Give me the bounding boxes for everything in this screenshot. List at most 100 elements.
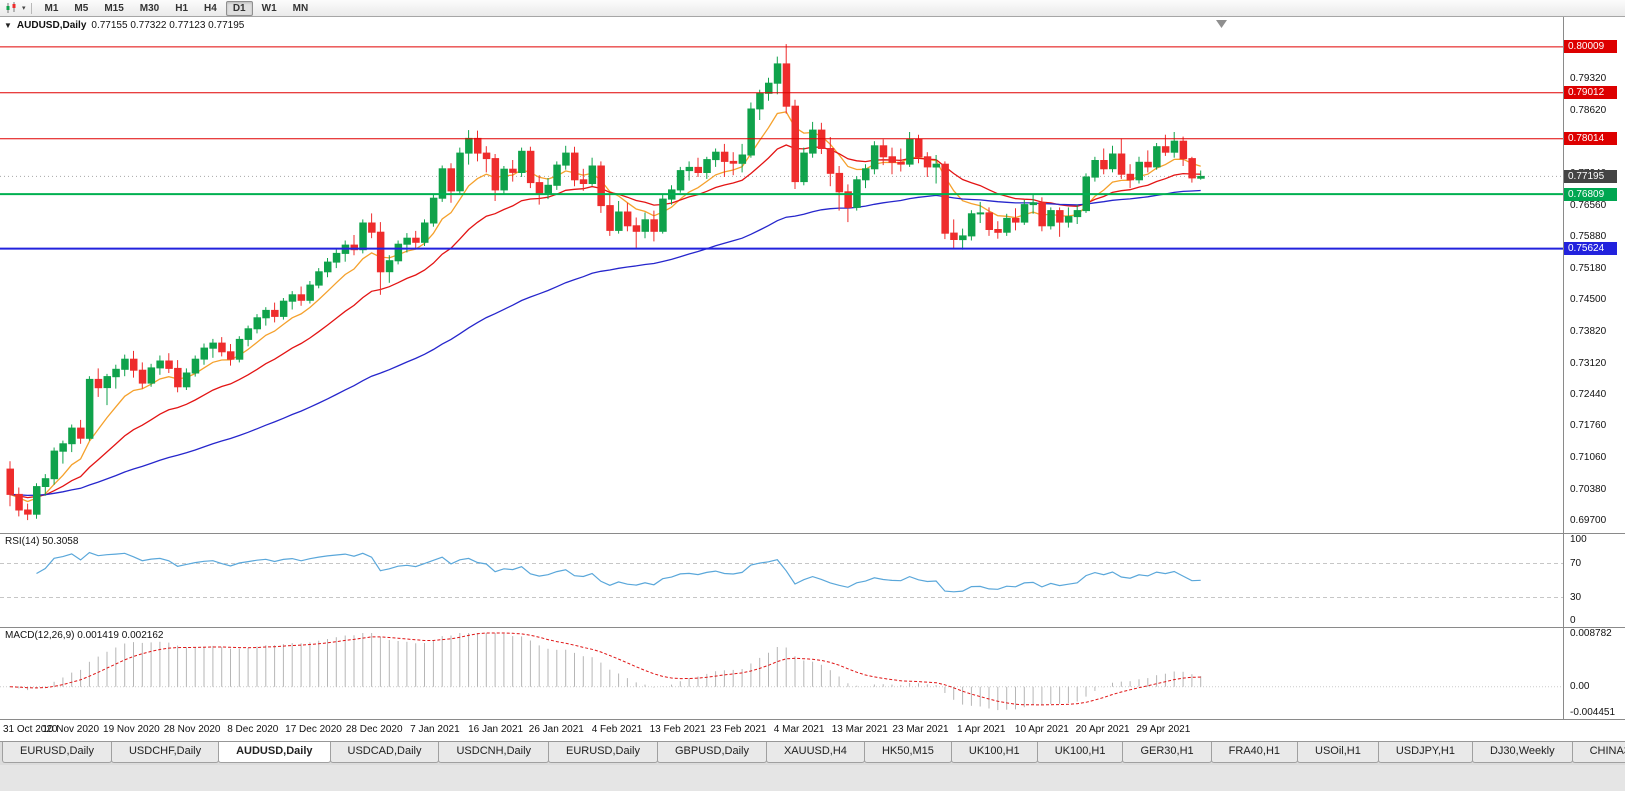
timeframe-button-mn[interactable]: MN: [292, 2, 309, 14]
date-label: 1 Apr 2021: [957, 724, 1006, 735]
tab-china300-h1[interactable]: CHINA300,H1: [1571, 742, 1625, 763]
rsi-chart[interactable]: [0, 534, 1563, 627]
tab-uk100-h1[interactable]: UK100,H1: [950, 742, 1038, 763]
price-tick: 0.72440: [1570, 389, 1607, 401]
date-label: 31 Oct 2020: [3, 724, 58, 735]
timeframe-button-h4[interactable]: H4: [204, 2, 217, 14]
date-label: 13 Feb 2021: [649, 724, 706, 735]
date-label: 10 Apr 2021: [1014, 724, 1069, 735]
price-axis-macd[interactable]: 0.008782 0.00 -0.004451: [1564, 628, 1625, 719]
symbol-tabbar: EURUSD,Daily USDCHF,Daily AUDUSD,Daily USDC…: [0, 741, 1625, 765]
tab-uk100-h1[interactable]: UK100,H1: [1036, 742, 1124, 763]
price-axis-column[interactable]: 0.793200.786200.779200.772400.765600.758…: [1563, 17, 1625, 719]
date-label: 23 Feb 2021: [710, 724, 767, 735]
top-toolbar: ▾ M1 M5 M15 M30 H1 H4 D1 W1 MN: [0, 0, 1625, 17]
timeframe-button-d1[interactable]: D1: [225, 0, 253, 16]
tab-usoil-h1[interactable]: USOil,H1: [1297, 742, 1379, 763]
price-badge-0.76809: 0.76809: [1564, 187, 1617, 201]
date-label: 26 Jan 2021: [528, 724, 584, 735]
macd-axis-label: -0.004451: [1570, 707, 1616, 718]
price-badge-0.78014: 0.78014: [1564, 132, 1617, 146]
date-label: 28 Dec 2020: [345, 724, 403, 735]
timeframe-button-m1[interactable]: M1: [44, 2, 59, 14]
price-tick: 0.74500: [1570, 294, 1607, 306]
tab-hk50-m15[interactable]: HK50,M15: [863, 742, 952, 763]
tab-ger30-h1[interactable]: GER30,H1: [1122, 742, 1212, 763]
panel-divider-rsi-macd[interactable]: [0, 627, 1625, 628]
macd-histogram: [18, 633, 1202, 711]
price-tick: 0.75880: [1570, 230, 1607, 242]
date-label: 28 Nov 2020: [163, 724, 221, 735]
tab-fra40-h1[interactable]: FRA40,H1: [1210, 742, 1299, 763]
date-label: 10 Nov 2020: [42, 724, 100, 735]
chart-title: ▼ AUDUSD,Daily 0.77155 0.77322 0.77123 0…: [4, 20, 244, 31]
tab-usdcnh-daily[interactable]: USDCNH,Daily: [438, 742, 550, 763]
price-tick: 0.70380: [1570, 483, 1607, 495]
candlestick-chart[interactable]: [0, 17, 1563, 533]
one-click-trading-icon[interactable]: ▼: [4, 20, 12, 30]
timeframe-button-w1[interactable]: W1: [261, 2, 277, 14]
tab-eurusd-daily[interactable]: EURUSD,Daily: [2, 742, 112, 763]
timeframe-button-m5[interactable]: M5: [74, 2, 89, 14]
tab-usdjpy-h1[interactable]: USDJPY,H1: [1377, 742, 1473, 763]
main-chart-panel[interactable]: ▼ AUDUSD,Daily 0.77155 0.77322 0.77123 0…: [0, 17, 1563, 533]
date-label: 7 Jan 2021: [410, 724, 460, 735]
date-label: 4 Feb 2021: [591, 724, 643, 735]
tab-audusd-daily[interactable]: AUDUSD,Daily: [218, 742, 331, 763]
macd-chart[interactable]: [0, 628, 1563, 719]
date-label: 16 Jan 2021: [468, 724, 524, 735]
price-tick: 0.76560: [1570, 199, 1607, 211]
bottom-strip: [0, 765, 1625, 791]
date-label: 19 Nov 2020: [103, 724, 160, 735]
rsi-axis-label: 30: [1570, 591, 1582, 603]
price-tick: 0.71760: [1570, 420, 1607, 432]
panel-divider-main-rsi[interactable]: [0, 533, 1625, 534]
price-badge-0.75624: 0.75624: [1564, 242, 1617, 256]
price-tick: 0.69700: [1570, 515, 1607, 527]
price-badge-0.77195: 0.77195: [1564, 169, 1617, 183]
macd-axis-label: 0.00: [1570, 680, 1590, 692]
tab-gbpusd-daily[interactable]: GBPUSD,Daily: [657, 742, 767, 763]
price-badge-0.79012: 0.79012: [1564, 86, 1617, 100]
timeframe-button-m15[interactable]: M15: [104, 2, 124, 14]
chart-shift-marker-icon[interactable]: [1216, 20, 1227, 28]
tab-usdcad-daily[interactable]: USDCAD,Daily: [329, 742, 440, 763]
tab-dj30-weekly[interactable]: DJ30,Weekly: [1471, 742, 1573, 763]
date-label: 4 Mar 2021: [773, 724, 825, 735]
rsi-line: [36, 551, 1201, 593]
timeframe-button-m30[interactable]: M30: [139, 2, 160, 14]
rsi-indicator-panel[interactable]: RSI(14) 50.3058: [0, 534, 1563, 627]
chart-window-icon[interactable]: [3, 1, 21, 16]
macd-signal-line: [9, 632, 1201, 706]
date-label: 13 Mar 2021: [831, 724, 888, 735]
ohlc-values: 0.77155 0.77322 0.77123 0.77195: [91, 20, 245, 31]
price-tick: 0.79320: [1570, 72, 1607, 84]
timeframe-button-h1[interactable]: H1: [175, 2, 189, 14]
rsi-label: RSI(14) 50.3058: [5, 536, 79, 547]
price-badge-0.80009: 0.80009: [1564, 40, 1617, 54]
chart-menu-caret-icon[interactable]: ▾: [22, 4, 26, 12]
date-axis[interactable]: 31 Oct 2020 10 Nov 2020 19 Nov 2020 28 Nov …: [0, 719, 1625, 741]
panel-divider-macd-dates: [0, 719, 1625, 720]
date-label: 23 Mar 2021: [892, 724, 949, 735]
price-axis-main[interactable]: 0.793200.786200.779200.772400.765600.758…: [1564, 17, 1625, 533]
price-tick: 0.73120: [1570, 357, 1607, 369]
symbol-timeframe-label: AUDUSD,Daily: [16, 20, 87, 31]
candlestick-series: [6, 44, 1205, 521]
price-tick: 0.75180: [1570, 263, 1607, 275]
timeframe-buttons: M1 M5 M15 M30 H1 H4 D1 W1 MN: [37, 0, 317, 16]
tab-usdchf-daily[interactable]: USDCHF,Daily: [110, 742, 220, 763]
rsi-axis-label: 70: [1570, 557, 1582, 569]
moving-average-20: [9, 144, 1201, 499]
candlestick-chart-icon: [6, 2, 16, 13]
price-tick: 0.71060: [1570, 452, 1607, 464]
toolbar-separator: [30, 2, 32, 14]
macd-label: MACD(12,26,9) 0.001419 0.002162: [5, 630, 164, 641]
date-label: 8 Dec 2020: [227, 724, 279, 735]
macd-indicator-panel[interactable]: MACD(12,26,9) 0.001419 0.002162: [0, 628, 1563, 719]
tab-xauusd-h4[interactable]: XAUUSD,H4: [765, 742, 865, 763]
price-tick: 0.78620: [1570, 104, 1607, 116]
tab-eurusd-daily[interactable]: EURUSD,Daily: [548, 742, 658, 763]
rsi-axis-label: 0: [1570, 615, 1576, 626]
price-axis-rsi[interactable]: 100 70 30 0: [1564, 534, 1625, 627]
